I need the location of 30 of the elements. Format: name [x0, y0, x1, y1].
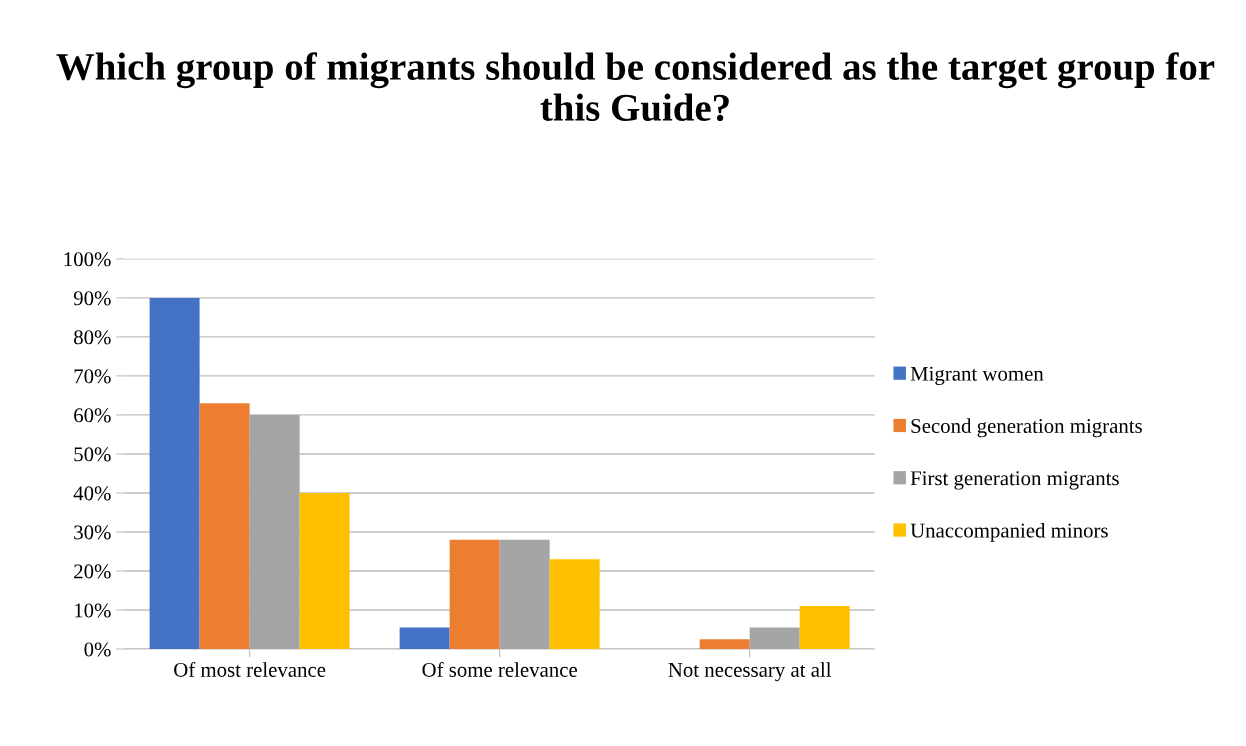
x-tick-label: Of most relevance — [174, 662, 326, 677]
legend-label: Migrant women — [910, 366, 1044, 386]
y-tick-label: 70% — [74, 369, 111, 384]
y-tick-label: 10% — [75, 603, 111, 618]
y-tick-label: 100% — [64, 252, 111, 267]
y-tick-label: 50% — [74, 447, 111, 462]
y-tick-label: 20% — [74, 564, 111, 579]
bar — [249, 414, 300, 650]
bar — [199, 403, 250, 650]
bar — [149, 297, 200, 650]
bar — [399, 627, 450, 650]
bar — [549, 559, 600, 650]
legend-label: First generation migrants — [910, 471, 1119, 490]
chart-title: Which group of migrants should be considered as the target group for this Guide? — [56, 52, 1215, 122]
bar — [299, 492, 350, 650]
y-tick-label: 80% — [74, 330, 111, 345]
y-tick-label: 0% — [84, 642, 111, 657]
y-tick-label: 30% — [74, 525, 111, 540]
bar — [799, 606, 850, 650]
bar — [449, 539, 500, 650]
y-tick-label: 90% — [73, 291, 111, 306]
y-tick-label: 40% — [73, 486, 111, 501]
bar — [699, 639, 750, 650]
legend-label: Unaccompanied minors — [910, 522, 1108, 542]
x-tick-label: Of some relevance — [422, 662, 578, 677]
bar — [749, 627, 800, 650]
legend-label: Second generation migrants — [911, 418, 1142, 438]
bar — [499, 539, 550, 650]
y-tick-label: 60% — [74, 408, 111, 423]
x-tick-label: Not necessary at all — [668, 662, 832, 682]
